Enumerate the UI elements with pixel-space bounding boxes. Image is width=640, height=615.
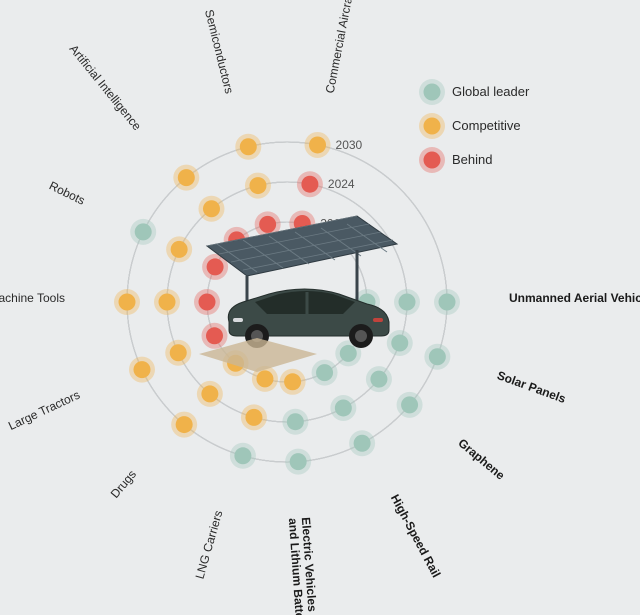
- sector-label-group: Unmanned Aerial Vehicles: [509, 291, 640, 305]
- status-dot: [439, 294, 456, 311]
- sector-label: Solar Panels: [495, 368, 568, 406]
- sector-label-group: Large Tractors: [6, 388, 82, 433]
- status-dot: [309, 136, 326, 153]
- status-dot: [170, 344, 187, 361]
- status-dot: [335, 399, 352, 416]
- sector-label-group: Solar Panels: [495, 368, 568, 406]
- legend-label: Global leader: [452, 84, 530, 99]
- status-dot: [206, 327, 223, 344]
- status-dot: [178, 169, 195, 186]
- legend-label: Competitive: [452, 118, 521, 133]
- status-dot: [370, 371, 387, 388]
- sector-label-group: Semiconductors: [202, 8, 236, 95]
- status-dot: [340, 345, 357, 362]
- status-dot: [199, 294, 216, 311]
- status-dot: [203, 200, 220, 217]
- status-dot: [159, 294, 176, 311]
- status-dot: [259, 216, 276, 233]
- status-dot: [316, 364, 333, 381]
- status-dot: [119, 294, 136, 311]
- sector-label-group: High-Speed Rail: [388, 492, 444, 580]
- sector-label: LNG Carriers: [193, 509, 226, 581]
- sector-label-group: Machine Tools: [0, 291, 65, 305]
- year-label: 2030: [336, 138, 363, 152]
- legend-label: Behind: [452, 152, 492, 167]
- status-dot: [207, 258, 224, 275]
- sector-label: Unmanned Aerial Vehicles: [509, 291, 640, 305]
- sector-label: Large Tractors: [6, 388, 82, 433]
- sector-label: Robots: [47, 179, 87, 208]
- status-dot: [245, 409, 262, 426]
- sector-label-group: Drugs: [108, 467, 139, 501]
- legend-dot: [424, 118, 441, 135]
- sector-label: Machine Tools: [0, 291, 65, 305]
- status-dot: [133, 361, 150, 378]
- status-dot: [429, 348, 446, 365]
- status-dot: [287, 413, 304, 430]
- legend-dot: [424, 152, 441, 169]
- sector-label-group: Artificial Intelligence: [67, 42, 145, 133]
- status-dot: [201, 385, 218, 402]
- sector-label-group: Robots: [47, 179, 87, 208]
- sector-label: High-Speed Rail: [388, 492, 444, 580]
- radial-chart: 201520242030Commercial AircraftSemicondu…: [0, 0, 640, 615]
- status-dot: [135, 223, 152, 240]
- year-label: 2024: [328, 177, 355, 191]
- status-dot: [401, 396, 418, 413]
- sector-label-group: Graphene: [455, 436, 507, 483]
- status-dot: [171, 241, 188, 258]
- status-dot: [234, 447, 251, 464]
- status-dot: [256, 370, 273, 387]
- sector-label: Drugs: [108, 467, 139, 501]
- sector-label-group: Commercial Aircraft: [323, 0, 357, 94]
- status-dot: [399, 294, 416, 311]
- sector-label: Semiconductors: [202, 8, 236, 95]
- sector-label: Artificial Intelligence: [67, 42, 145, 133]
- status-dot: [290, 453, 307, 470]
- status-dot: [391, 335, 408, 352]
- status-dot: [249, 177, 266, 194]
- sector-label: Commercial Aircraft: [323, 0, 357, 94]
- status-dot: [176, 416, 193, 433]
- sector-label-group: Electric Vehiclesand Lithium Batteries: [286, 517, 322, 615]
- status-dot: [240, 138, 257, 155]
- status-dot: [301, 176, 318, 193]
- sector-label: Graphene: [455, 436, 507, 483]
- sector-label-group: LNG Carriers: [193, 509, 226, 581]
- status-dot: [354, 435, 371, 452]
- status-dot: [284, 373, 301, 390]
- legend-dot: [424, 84, 441, 101]
